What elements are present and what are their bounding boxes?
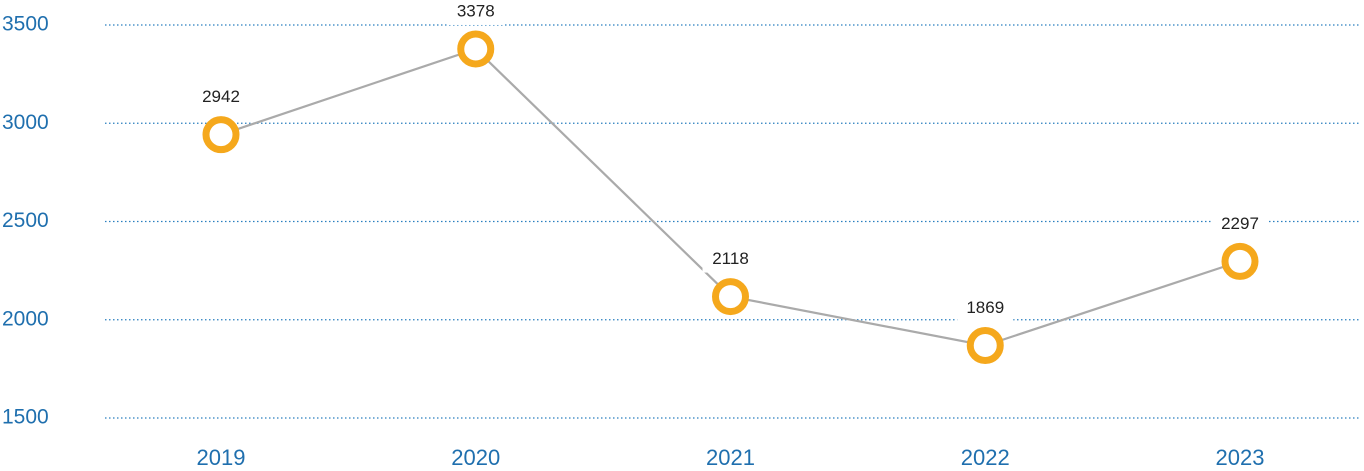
data-label: 1869	[966, 298, 1004, 317]
x-tick-label: 2020	[451, 445, 500, 470]
marker	[966, 326, 1004, 364]
marker	[1221, 242, 1259, 280]
label-bg	[957, 295, 1014, 322]
y-tick-label: 3000	[2, 111, 49, 134]
marker	[712, 278, 749, 316]
x-tick-label: 2019	[197, 445, 246, 470]
x-tick-label: 2021	[706, 445, 755, 470]
label-bg	[702, 246, 759, 273]
x-tick-label: 2022	[961, 445, 1010, 470]
label-bg	[447, 0, 504, 25]
marker	[202, 116, 240, 154]
y-tick-label: 1500	[2, 406, 49, 429]
data-label: 2118	[712, 249, 749, 268]
data-label: 3378	[457, 1, 495, 20]
label-bg	[193, 84, 249, 111]
marker	[457, 30, 495, 68]
data-label: 2297	[1221, 214, 1259, 233]
y-tick-label: 2000	[2, 307, 49, 330]
y-tick-label: 2500	[2, 209, 49, 232]
label-bg	[1212, 211, 1268, 238]
y-tick-label: 3500	[2, 13, 49, 36]
data-label: 2942	[202, 87, 240, 106]
x-tick-label: 2023	[1216, 445, 1265, 470]
